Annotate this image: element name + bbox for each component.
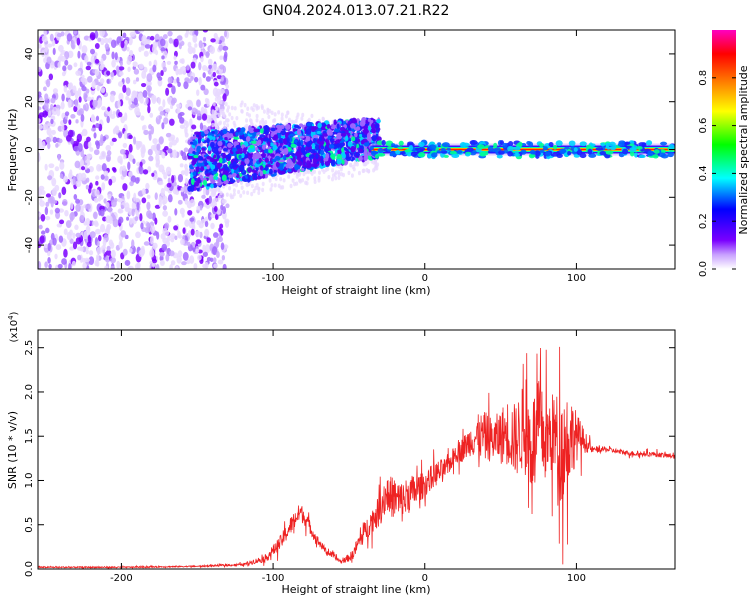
snr-ytick-label: 1.5 xyxy=(24,428,35,444)
spectrogram-ytick-label: -40 xyxy=(24,237,35,253)
snr-ytick-label: 1.0 xyxy=(24,473,35,489)
colorbar: 0.0 0.2 0.4 0.6 0.8 Normalized spectral ampl… xyxy=(698,30,750,277)
spectrogram-xtick-label: -200 xyxy=(110,273,133,284)
spectrogram-ytick-label: -20 xyxy=(24,189,35,205)
spectrogram-xtick-label: 100 xyxy=(567,273,586,284)
spectrogram-ytick-label: 0 xyxy=(24,146,35,152)
snr-xtick-label: -100 xyxy=(262,573,285,584)
snr-ylabel: SNR (10 * v/v) xyxy=(6,411,19,489)
colorbar-tick-label: 0.2 xyxy=(698,213,709,229)
snr-ytick-label: 0.5 xyxy=(24,517,35,533)
spectrogram-xtick-label: -100 xyxy=(262,273,285,284)
spectrogram-ylabel: Frequency (Hz) xyxy=(6,109,19,192)
snr-xlabel: Height of straight line (km) xyxy=(281,583,430,596)
spectrogram-xtick-label: 0 xyxy=(422,273,428,284)
snr-ytick-label: 2.5 xyxy=(24,340,35,356)
colorbar-gradient xyxy=(712,30,736,269)
colorbar-tick-label: 0.8 xyxy=(698,70,709,86)
figure-title: GN04.2024.013.07.21.R22 xyxy=(263,3,450,19)
snr-ytick-label: 2.0 xyxy=(24,384,35,400)
snr-xtick-label: 100 xyxy=(567,573,586,584)
spectrogram-xlabel: Height of straight line (km) xyxy=(281,284,430,297)
snr-xtick-label: -200 xyxy=(110,573,133,584)
snr-xtick-label: 0 xyxy=(422,573,428,584)
colorbar-label: Normalized spectral amplitude xyxy=(737,65,750,234)
snr-y-multiplier-close: ) xyxy=(9,311,20,315)
snr-y-multiplier: (x104) xyxy=(7,311,20,342)
colorbar-tick-label: 0.0 xyxy=(698,261,709,277)
snr-panel: -200 -100 0 100 0.0 0.5 1.0 1.5 2.0 2.5 Height of… xyxy=(6,311,676,596)
colorbar-tick-label: 0.6 xyxy=(698,118,709,134)
colorbar-ticks: 0.0 0.2 0.4 0.6 0.8 xyxy=(698,70,736,277)
snr-ticks: -200 -100 0 100 0.0 0.5 1.0 1.5 2.0 2.5 xyxy=(24,330,675,584)
snr-ytick-label: 0.0 xyxy=(24,561,35,577)
snr-frame xyxy=(37,329,676,570)
snr-series-line xyxy=(38,346,675,569)
spectrogram-ytick-label: 40 xyxy=(24,48,35,61)
spectrogram-ytick-label: 20 xyxy=(24,95,35,108)
colorbar-tick-label: 0.4 xyxy=(698,165,709,181)
spectrogram-heatmap xyxy=(38,30,675,269)
snr-y-multiplier-base: (x10 xyxy=(9,320,20,343)
snr-y-multiplier-exp: 4 xyxy=(7,315,15,320)
